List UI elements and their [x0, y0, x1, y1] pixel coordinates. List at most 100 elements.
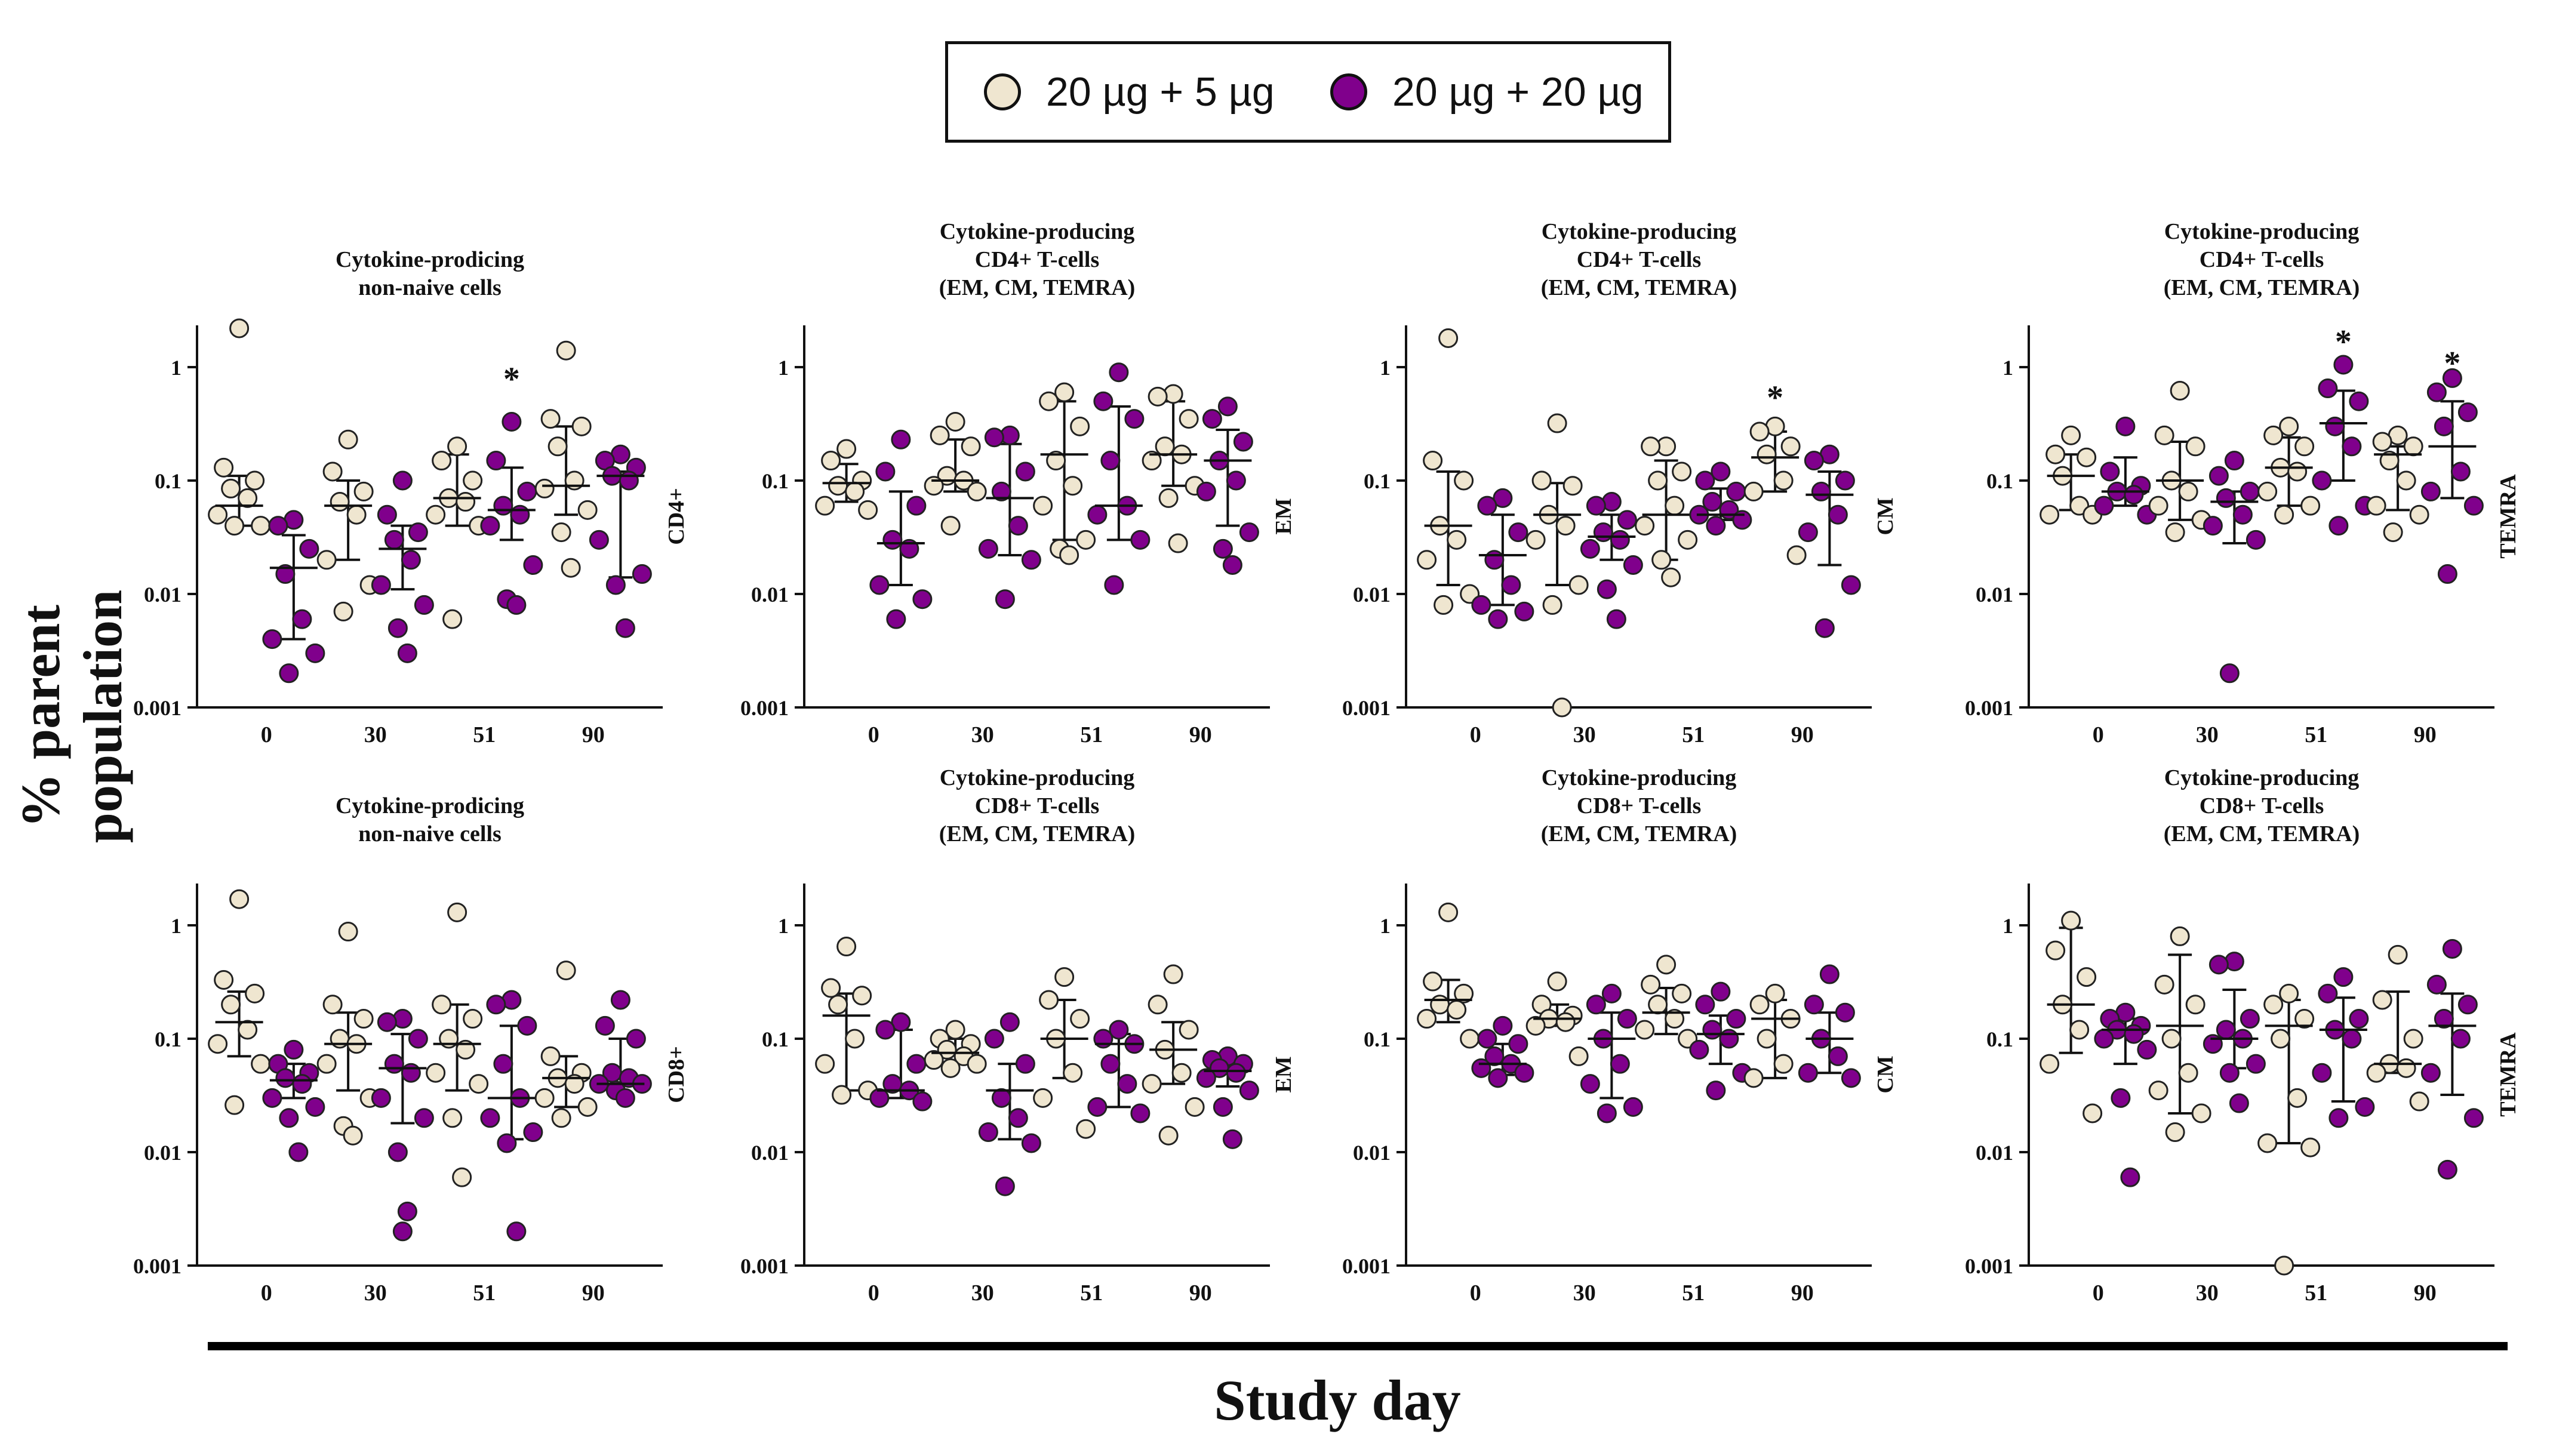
- data-point: [284, 1039, 304, 1060]
- data-point: [316, 550, 337, 570]
- data-point: [1124, 409, 1145, 429]
- data-point: [2383, 522, 2403, 543]
- data-point: [268, 516, 288, 536]
- y-tick-label: 0.1: [1986, 469, 2013, 493]
- data-group: [869, 429, 933, 629]
- data-point: [2148, 495, 2168, 516]
- chart-panel-1-4: Cytokine-producing CD8+ T-cells (EM, CM, T…: [1965, 765, 2521, 1306]
- data-point: [1635, 1020, 1655, 1040]
- data-point: [540, 1046, 561, 1066]
- side-label: CD4+: [664, 488, 689, 545]
- data-point: [245, 983, 265, 1003]
- y-tick-label: 0.01: [751, 583, 789, 607]
- data-group: [1580, 492, 1643, 629]
- data-point: [377, 1012, 397, 1032]
- data-point: [353, 481, 374, 501]
- data-point: [1661, 567, 1681, 587]
- data-point: [534, 1088, 555, 1108]
- significance-marker: *: [1767, 379, 1783, 416]
- data-point: [338, 922, 358, 942]
- data-point: [2263, 425, 2284, 445]
- x-tick-label: 0: [2093, 1280, 2104, 1306]
- data-point: [1100, 451, 1121, 471]
- data-point: [2094, 495, 2114, 516]
- y-tick-label: 0.001: [1965, 696, 2013, 720]
- data-point: [1706, 1081, 1726, 1101]
- chart-title-line: (EM, CM, TEMRA): [1541, 275, 1737, 300]
- data-point: [238, 488, 258, 508]
- data-point: [2318, 983, 2338, 1003]
- x-tick-label: 30: [364, 722, 387, 747]
- legend-marker-high-dose: [1330, 73, 1367, 110]
- data-group: [316, 922, 380, 1146]
- data-point: [1749, 421, 1770, 442]
- data-point: [384, 530, 404, 550]
- data-point: [2372, 432, 2392, 452]
- chart-title-line: (EM, CM, TEMRA): [939, 275, 1136, 300]
- chart-panel-1-3: Cytokine-producing CD8+ T-cells (EM, CM, T…: [1342, 765, 1898, 1306]
- data-point: [845, 1029, 865, 1049]
- data-point: [392, 470, 413, 491]
- data-group: [924, 411, 987, 536]
- data-point: [1059, 545, 1079, 565]
- x-tick-label: 51: [1080, 722, 1103, 747]
- chart-title-line: Cytokine-producing: [940, 765, 1135, 790]
- chart-title: Cytokine-prodicing non-naive cells: [336, 793, 524, 846]
- data-point: [945, 1020, 965, 1040]
- data-point: [1726, 481, 1746, 501]
- y-tick-label: 0.001: [133, 1254, 182, 1278]
- data-point: [426, 504, 446, 525]
- y-tick-label: 1: [1380, 914, 1391, 938]
- data-point: [338, 429, 358, 450]
- data-point: [2040, 1054, 2060, 1074]
- chart-panel-0-3: Cytokine-producing CD4+ T-cells (EM, CM, T…: [1342, 219, 1898, 747]
- x-tick-label: 30: [1573, 1280, 1596, 1306]
- data-group: [924, 1020, 987, 1078]
- data-point: [245, 470, 265, 491]
- data-point: [828, 476, 848, 496]
- data-point: [2154, 974, 2174, 995]
- data-point: [305, 643, 325, 663]
- data-group: [1417, 328, 1480, 615]
- data-point: [2165, 1122, 2185, 1143]
- data-point: [815, 495, 835, 516]
- data-point: [214, 969, 234, 990]
- data-point: [836, 937, 857, 957]
- data-point: [967, 1054, 987, 1074]
- data-point: [1021, 550, 1041, 570]
- side-label: CM: [1873, 1055, 1898, 1093]
- data-group: [2148, 380, 2211, 543]
- data-point: [2257, 1133, 2278, 1153]
- data-point: [1555, 1012, 1576, 1032]
- data-group: [1798, 444, 1861, 638]
- x-tick-label: 90: [1189, 1280, 1212, 1306]
- data-point: [2403, 1029, 2423, 1049]
- data-point: [832, 1085, 852, 1105]
- data-group: [208, 318, 271, 536]
- data-point: [506, 1221, 527, 1242]
- data-point: [1039, 391, 1059, 411]
- data-point: [1641, 436, 1661, 457]
- data-point: [456, 492, 476, 512]
- data-point: [262, 1088, 282, 1108]
- data-point: [1835, 470, 1855, 491]
- data-point: [452, 1167, 472, 1187]
- data-point: [346, 504, 367, 525]
- data-point: [2061, 425, 2081, 445]
- data-point: [2294, 1009, 2315, 1029]
- data-point: [2165, 522, 2185, 543]
- data-point: [343, 1125, 363, 1146]
- data-point: [1743, 1068, 1764, 1088]
- legend: 20 µg + 5 µg 20 µg + 20 µg: [945, 41, 1671, 143]
- data-point: [1719, 1029, 1739, 1049]
- data-point: [577, 1097, 598, 1117]
- data-point: [2328, 516, 2349, 536]
- data-point: [1672, 461, 1692, 482]
- data-point: [523, 1122, 543, 1143]
- data-point: [1046, 451, 1066, 471]
- data-point: [1765, 983, 1785, 1003]
- data-point: [2178, 481, 2198, 501]
- data-point: [1726, 1009, 1746, 1029]
- data-group: [815, 937, 878, 1105]
